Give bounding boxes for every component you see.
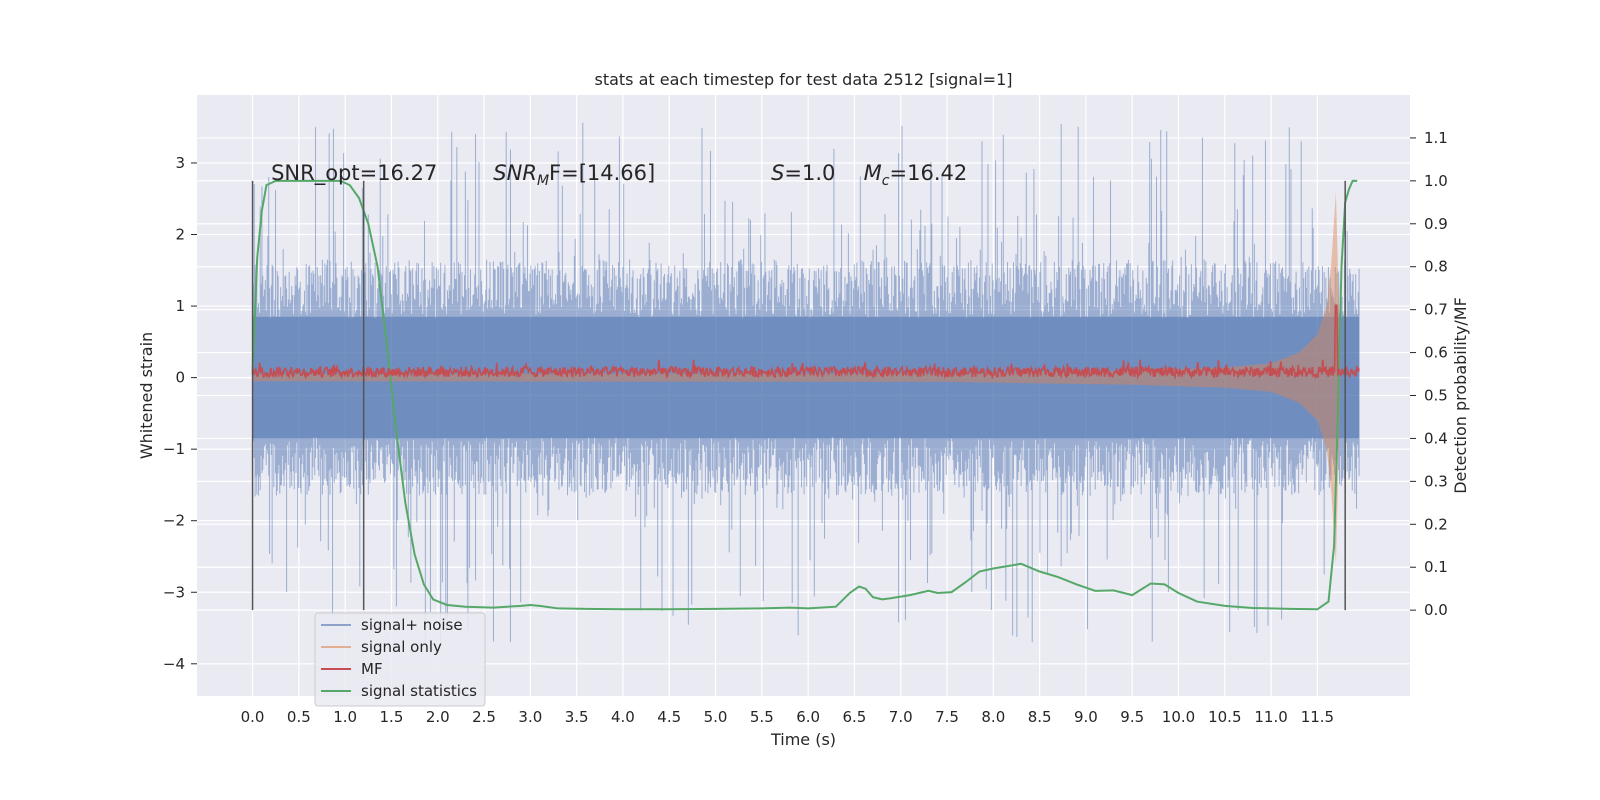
y2-tick-label: 0.9: [1424, 215, 1448, 233]
x-tick-label: 9.5: [1120, 708, 1144, 726]
y2-tick-label: 0.6: [1424, 344, 1448, 362]
series-signal-only: [252, 191, 1341, 564]
y-tick-label: −3: [163, 583, 185, 601]
legend-label: signal only: [361, 638, 442, 656]
annotation: S=1.0: [771, 161, 835, 185]
series-signal-statistics: [251, 179, 1358, 611]
y2-axis-label: Detection probability/MF: [1451, 297, 1470, 494]
y2-tick-label: 0.2: [1424, 515, 1448, 533]
y2-tick-label: 1.0: [1424, 172, 1448, 190]
x-tick-label: 1.5: [380, 708, 404, 726]
legend-label: signal statistics: [361, 682, 477, 700]
x-tick-label: 4.5: [657, 708, 681, 726]
y2-tick-label: 0.1: [1424, 558, 1448, 576]
y-tick-label: 2: [175, 226, 185, 244]
signal-statistics-line: [251, 179, 1358, 611]
legend-label: signal+ noise: [361, 616, 463, 634]
annotations: SNR_opt=16.27 SNRMF=[14.66] S=1.0 Mc=16.42: [271, 161, 967, 189]
x-tick-label: 6.0: [796, 708, 820, 726]
legend-label: MF: [361, 660, 383, 678]
y-tick-label: 3: [175, 154, 185, 172]
x-tick-label: 5.5: [750, 708, 774, 726]
x-tick-label: 3.5: [565, 708, 589, 726]
x-tick-label: 4.0: [611, 708, 635, 726]
vertical-lines: [251, 180, 1346, 611]
y-tick-label: −2: [163, 512, 185, 530]
y2-tick-label: 0.5: [1424, 387, 1448, 405]
y2-tick-label: 0.8: [1424, 258, 1448, 276]
signal-envelope: [252, 191, 1341, 564]
y-axis-label: Whitened strain: [137, 332, 156, 459]
annotation: SNRMF=[14.66]: [493, 161, 655, 189]
y2-tick-label: 1.1: [1424, 129, 1448, 147]
series-layer: [251, 122, 1360, 643]
x-tick-label: 0.5: [287, 708, 311, 726]
x-tick-label: 7.5: [935, 708, 959, 726]
x-tick-label: 10.0: [1162, 708, 1195, 726]
x-tick-label: 10.5: [1208, 708, 1241, 726]
y-tick-labels: 3 2 1 0 −1 −2 −3 −4: [163, 154, 197, 673]
x-tick-label: 1.0: [333, 708, 357, 726]
x-tick-label: 2.5: [472, 708, 496, 726]
x-tick-label: 11.5: [1301, 708, 1334, 726]
x-tick-label: 0.0: [241, 708, 265, 726]
y2-tick-label: 0.0: [1424, 601, 1448, 619]
y2-tick-label: 0.4: [1424, 429, 1448, 447]
y2-tick-label: 0.7: [1424, 301, 1448, 319]
y-tick-label: −1: [163, 440, 185, 458]
x-tick-label: 2.0: [426, 708, 450, 726]
x-tick-labels: 0.0 0.5 1.0 1.5 2.0 2.5 3.0 3.5 4.0 4.5 5.0 5.5 6.0 6…: [241, 708, 1334, 726]
x-tick-label: 6.5: [842, 708, 866, 726]
x-tick-label: 11.0: [1254, 708, 1287, 726]
legend-box: [314, 612, 486, 707]
legend: signal+ noise signal only MF signal statist…: [314, 612, 486, 707]
x-tick-label: 9.0: [1074, 708, 1098, 726]
x-tick-label: 8.5: [1028, 708, 1052, 726]
mf-line: [251, 304, 1360, 380]
annotation: Mc=16.42: [864, 161, 968, 189]
x-tick-label: 7.0: [889, 708, 913, 726]
x-axis-label: Time (s): [770, 730, 836, 749]
x-tick-label: 8.0: [981, 708, 1005, 726]
x-tick-label: 5.0: [704, 708, 728, 726]
x-tick-label: 3.0: [518, 708, 542, 726]
y-tick-label: −4: [163, 655, 185, 673]
y2-tick-label: 0.3: [1424, 472, 1448, 490]
y2-tick-labels: 1.1 1.0 0.9 0.8 0.7 0.6 0.5 0.4 0.3 0.2 0.1 0.0: [1410, 129, 1448, 619]
y-tick-label: 1: [175, 297, 185, 315]
y-tick-label: 0: [175, 369, 185, 387]
series-mf: [251, 304, 1360, 380]
chart-title: stats at each timestep for test data 251…: [594, 70, 1012, 89]
annotation: SNR_opt=16.27: [271, 161, 437, 186]
